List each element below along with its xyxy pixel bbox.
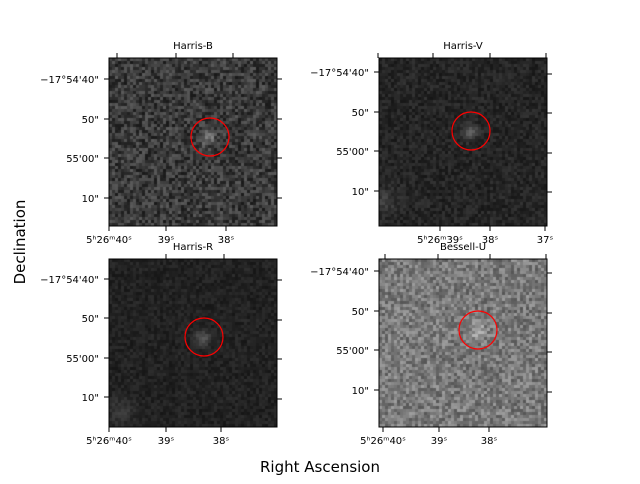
x-tick-label: 39ˢ <box>158 436 175 447</box>
y-tick-label: 55'00" <box>336 346 369 357</box>
y-tick-label: −17°54'40" <box>310 267 369 278</box>
panel-title: Harris-R <box>173 242 213 253</box>
panel-title: Bessell-U <box>440 242 486 253</box>
y-tick-label: −17°54'40" <box>40 75 99 86</box>
panel-image <box>109 58 277 226</box>
x-tick-label: 5ʰ26ᵐ40ˢ <box>360 436 406 447</box>
panel-frame <box>108 258 278 428</box>
panel-image <box>109 259 277 427</box>
x-tick-label: 38ˢ <box>213 436 230 447</box>
panel-title: Harris-B <box>173 41 213 52</box>
x-tick-label: 39ˢ <box>158 235 175 246</box>
y-tick-label: 50" <box>82 115 99 126</box>
target-circle-marker <box>190 117 230 157</box>
x-tick-label: 38ˢ <box>481 436 498 447</box>
y-tick-label: 50" <box>82 314 99 325</box>
y-tick-label: 55'00" <box>66 354 99 365</box>
y-tick-label: 50" <box>352 108 369 119</box>
y-tick-label: 10" <box>352 386 369 397</box>
y-tick-label: −17°54'40" <box>40 275 99 286</box>
y-tick-label: 55'00" <box>66 154 99 165</box>
x-tick-label: 38ˢ <box>218 235 235 246</box>
x-tick-label: 5ʰ26ᵐ39ˢ <box>417 235 463 246</box>
x-tick-label: 39ˢ <box>431 436 448 447</box>
x-tick-label: 5ʰ26ᵐ40ˢ <box>86 436 132 447</box>
x-tick-label: 38ˢ <box>482 235 499 246</box>
y-tick-label: 55'00" <box>336 147 369 158</box>
panel-title: Harris-V <box>443 41 483 52</box>
x-tick-label: 5ʰ26ᵐ40ˢ <box>86 235 132 246</box>
y-tick-label: 10" <box>82 194 99 205</box>
y-axis-label: Declination <box>11 200 29 285</box>
y-tick-label: −17°54'40" <box>310 68 369 79</box>
y-tick-label: 50" <box>352 307 369 318</box>
panel-image <box>379 58 547 226</box>
x-tick-label: 37ˢ <box>537 235 554 246</box>
target-circle-marker <box>184 317 224 357</box>
target-circle-marker <box>451 111 491 151</box>
panel-frame <box>108 57 278 227</box>
panel-frame <box>378 258 548 428</box>
y-tick-label: 10" <box>82 393 99 404</box>
y-tick-label: 10" <box>352 187 369 198</box>
target-circle-marker <box>458 310 498 350</box>
panel-frame <box>378 57 548 227</box>
x-axis-label: Right Ascension <box>260 458 380 476</box>
panel-image <box>379 259 547 427</box>
